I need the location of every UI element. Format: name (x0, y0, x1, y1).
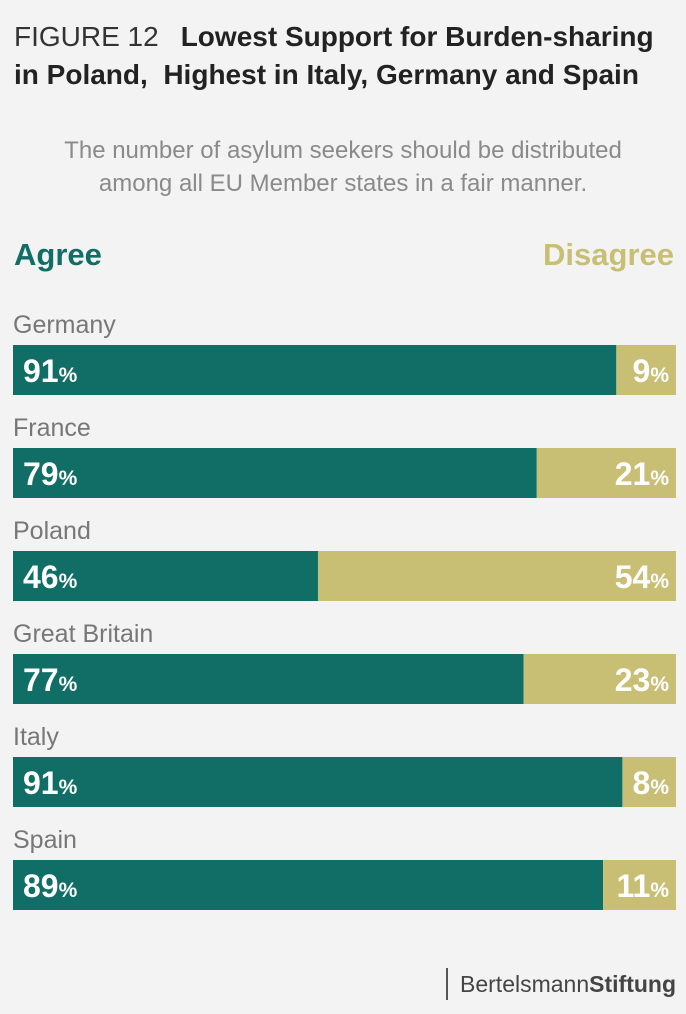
value-label-disagree-france: 21% (615, 456, 670, 492)
bar-disagree-italy (622, 757, 676, 807)
bar-disagree-spain (603, 860, 676, 910)
value-label-agree-great-britain: 77% (23, 662, 78, 698)
logo-divider (446, 968, 449, 1000)
logo-text-stiftung: Stiftung (589, 970, 676, 997)
chart-title-part-1: Lowest Support for Burden-sharing (180, 21, 654, 52)
bar-disagree-france (536, 448, 676, 498)
bar-agree-spain (13, 860, 604, 910)
value-label-agree-spain: 89% (23, 868, 78, 904)
chart-subtitle: The number of asylum seekers should be d… (0, 134, 686, 200)
value-label-disagree-poland: 54% (615, 559, 670, 595)
subtitle-line-1: The number of asylum seekers should be d… (64, 137, 622, 164)
value-label-disagree-italy: 8% (633, 765, 670, 801)
subtitle-line-2: among all EU Member states in a fair man… (98, 170, 588, 197)
value-label-agree-poland: 46% (23, 559, 78, 595)
value-label-disagree-great-britain: 23% (615, 662, 670, 698)
bar-agree-great-britain (13, 654, 524, 704)
value-label-disagree-spain: 11% (616, 868, 669, 904)
bar-disagree-germany (616, 345, 676, 395)
bar-agree-italy (13, 757, 623, 807)
category-label-poland: Poland (13, 517, 91, 545)
bertelsmann-stiftung-logo: Bertelsmann Stiftung (446, 967, 676, 1001)
logo-text-bertelsmann: Bertelsmann (460, 970, 590, 997)
stacked-bar-chart: Germany 91% 9% France 79% 21% Poland 46% 54% Grea… (13, 311, 676, 910)
legend-disagree: Disagree (543, 237, 674, 272)
category-label-great-britain: Great Britain (13, 620, 153, 648)
legend-agree: Agree (14, 237, 102, 272)
category-label-france: France (13, 414, 91, 442)
bar-disagree-great-britain (523, 654, 676, 704)
category-label-spain: Spain (13, 826, 77, 854)
category-label-germany: Germany (13, 311, 116, 339)
bar-disagree-poland (317, 551, 676, 601)
bar-agree-france (13, 448, 537, 498)
title-line-1: FIGURE 12 Lowest Support for Burden-shari… (14, 18, 674, 56)
chart-title-part-2: in Poland, Highest in Italy, Germany and… (14, 59, 639, 90)
bar-agree-germany (13, 345, 617, 395)
chart-title-block: FIGURE 12 Lowest Support for Burden-shari… (14, 18, 674, 94)
category-label-italy: Italy (13, 723, 59, 751)
value-label-agree-france: 79% (23, 456, 78, 492)
bar-agree-poland (13, 551, 318, 601)
value-label-disagree-germany: 9% (633, 353, 670, 389)
value-label-agree-italy: 91% (23, 765, 78, 801)
figure-label: FIGURE 12 (14, 21, 159, 52)
value-label-agree-germany: 91% (23, 353, 78, 389)
